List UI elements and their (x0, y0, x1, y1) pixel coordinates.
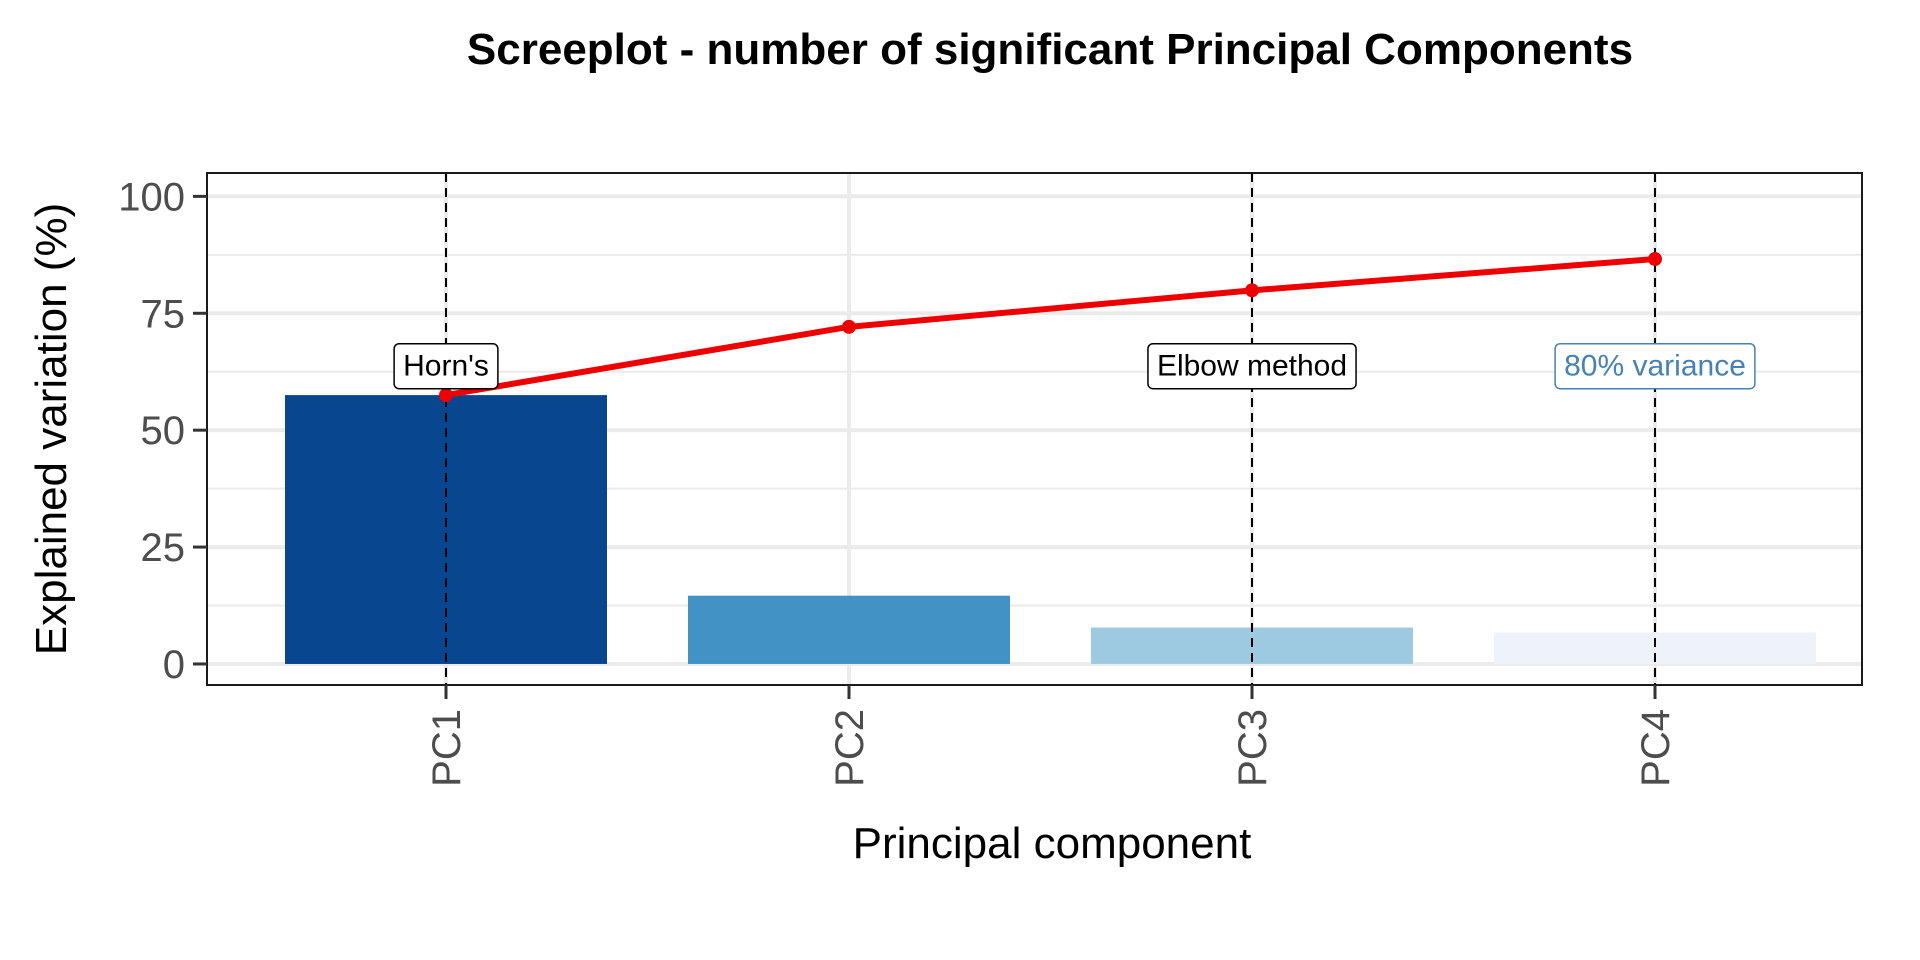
bar-pc2 (688, 595, 1010, 664)
bars (285, 395, 1816, 664)
annotation-label: 80% variance (1554, 342, 1756, 390)
chart-title: Screeplot - number of significant Princi… (467, 25, 1633, 74)
x-axis-title: Principal component (853, 819, 1252, 868)
y-tick-label: 75 (141, 292, 186, 336)
annotation-text: 80% variance (1564, 350, 1746, 383)
y-axis: 0 25 50 75 100 (118, 175, 207, 687)
y-tick-label: 100 (118, 175, 185, 219)
annotation-box (1554, 342, 1756, 390)
cumulative-line (439, 252, 1662, 403)
y-tick-label: 50 (141, 409, 186, 453)
cumulative-point-pc3 (1245, 283, 1259, 298)
x-tick-label: PC1 (425, 709, 469, 787)
threshold-lines (445, 173, 1656, 685)
annotation-box (393, 342, 499, 390)
y-axis-title: Explained variation (%) (27, 203, 76, 655)
cumulative-point-pc2 (842, 319, 856, 334)
annotation-label: Elbow method (1147, 342, 1357, 390)
x-axis: PC1 PC2 PC3 PC4 (425, 685, 1678, 787)
x-tick-label: PC4 (1634, 709, 1678, 787)
x-tick-label: PC2 (828, 709, 872, 787)
x-tick-label: PC3 (1231, 709, 1275, 787)
annotation-box (1147, 342, 1357, 390)
y-tick-label: 25 (141, 526, 186, 570)
annotations: Horn's Elbow method 80% variance (393, 342, 1756, 390)
bar-pc1 (285, 395, 607, 664)
annotation-label: Horn's (393, 342, 499, 390)
y-tick-label: 0 (163, 643, 185, 687)
annotation-text: Horn's (403, 350, 489, 383)
annotation-text: Elbow method (1157, 350, 1347, 383)
cumulative-point-pc1 (439, 388, 453, 403)
cumulative-point-pc4 (1648, 252, 1662, 267)
cumulative-variance-line (445, 256, 1656, 399)
